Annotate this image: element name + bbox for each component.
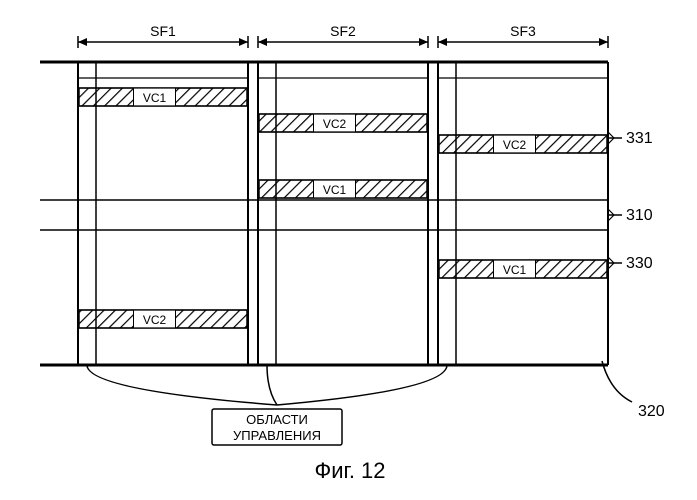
sf-header-2: SF3	[510, 23, 536, 39]
figure-caption: Фиг. 12	[20, 458, 680, 484]
callout-320: 320	[638, 403, 665, 420]
callout-310: 310	[626, 207, 653, 224]
control-label-line-1: УПРАВЛЕНИЯ	[233, 428, 321, 443]
figure-container: SF1 SF2 SF3 VC1 VC2 VC2 VC1 VC2 VC1 331 310 330 320 О…	[20, 20, 680, 480]
sf-header-0: SF1	[150, 23, 176, 39]
callout-331: 331	[626, 130, 653, 147]
vc-label-0: VC1	[143, 91, 167, 105]
vc-label-1: VC2	[143, 313, 167, 327]
vc-label-4: VC2	[503, 138, 527, 152]
callout-330: 330	[626, 255, 653, 272]
control-label-line-0: ОБЛАСТИ	[246, 412, 308, 427]
vc-label-3: VC1	[323, 183, 347, 197]
vc-label-5: VC1	[503, 263, 527, 277]
vc-label-2: VC2	[323, 117, 347, 131]
sf-header-1: SF2	[330, 23, 356, 39]
frame-diagram: SF1 SF2 SF3 VC1 VC2 VC2 VC1 VC2 VC1 331 310 330 320 О…	[20, 20, 680, 450]
